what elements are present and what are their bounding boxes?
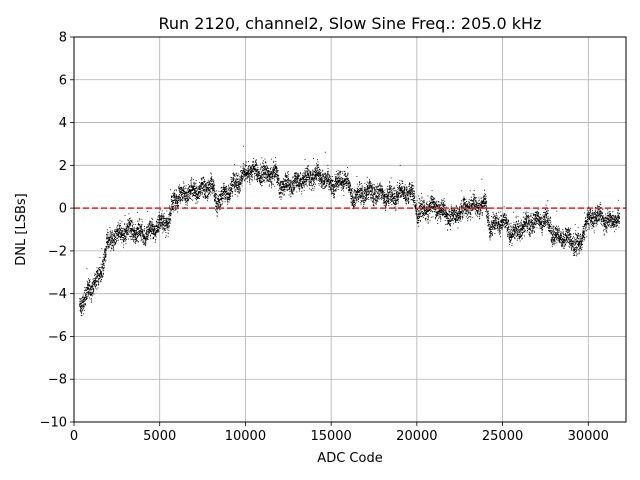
x-tick-label: 30000	[568, 429, 609, 444]
y-tick-label: −8	[48, 373, 67, 388]
x-axis-label: ADC Code	[317, 451, 382, 466]
y-axis-ticks: −10 −8 −6 −4 −2 0 2 4 6 8	[40, 31, 74, 431]
y-tick-label: 8	[59, 31, 67, 46]
y-tick-label: 4	[59, 116, 67, 131]
y-tick-label: −10	[40, 416, 67, 431]
grid	[74, 37, 626, 422]
x-tick-label: 15000	[310, 429, 351, 444]
y-tick-label: 2	[59, 159, 67, 174]
x-tick-label: 20000	[396, 429, 437, 444]
y-axis-label: DNL [LSBs]	[14, 193, 29, 265]
y-tick-label: −2	[48, 244, 67, 259]
series-points	[79, 145, 621, 317]
chart-title: Run 2120, channel2, Slow Sine Freq.: 205…	[159, 14, 542, 33]
y-tick-label: 6	[59, 73, 67, 88]
scatter-points	[79, 145, 621, 317]
y-tick-label: −4	[48, 287, 67, 302]
x-tick-label: 10000	[225, 429, 266, 444]
x-axis-ticks: 0 5000 10000 15000 20000 25000 30000	[70, 422, 609, 444]
x-tick-label: 0	[70, 429, 78, 444]
x-tick-label: 5000	[143, 429, 176, 444]
y-tick-label: −6	[48, 330, 67, 345]
plot-frame	[73, 36, 627, 423]
x-tick-label: 25000	[482, 429, 523, 444]
y-tick-label: 0	[59, 202, 67, 217]
